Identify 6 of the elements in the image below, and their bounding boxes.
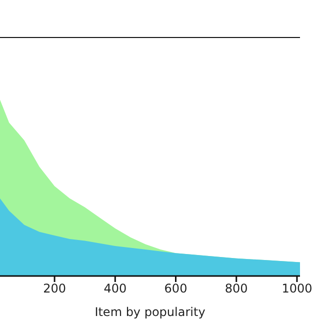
x-tick-label: 800 (224, 282, 248, 296)
x-tick-label: 600 (164, 282, 188, 296)
x-tick-label: 400 (104, 282, 127, 296)
x-tick-label: 200 (43, 282, 66, 296)
x-tick-label: 1000 (282, 282, 312, 296)
x-axis-title: Item by popularity (94, 305, 206, 319)
